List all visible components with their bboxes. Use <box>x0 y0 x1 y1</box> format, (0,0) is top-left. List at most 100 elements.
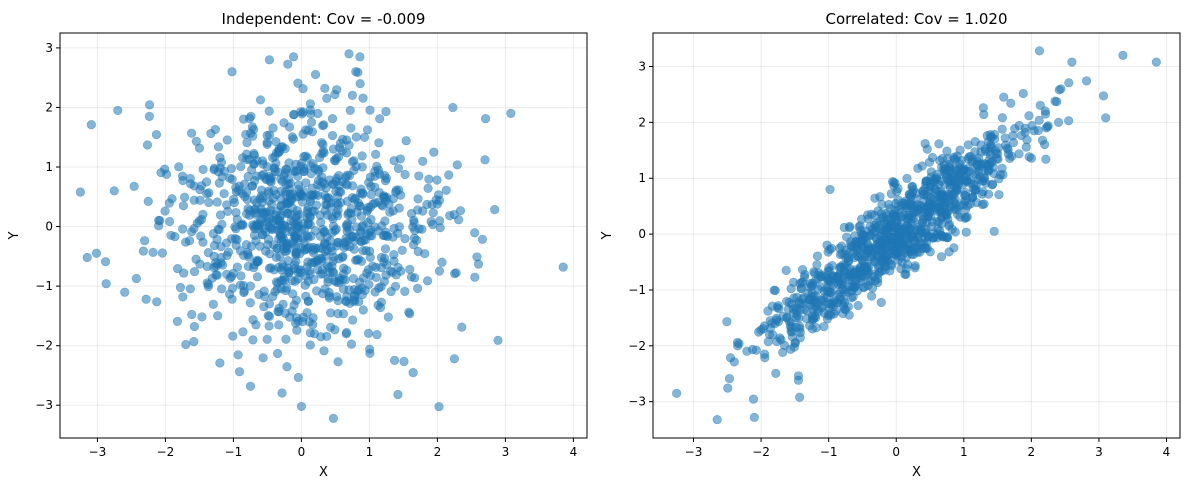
scatter-point <box>194 143 205 153</box>
scatter-point <box>258 353 268 363</box>
scatter-point <box>1034 46 1045 56</box>
scatter-point <box>141 294 151 304</box>
scatter-point <box>305 194 315 204</box>
scatter-point <box>258 159 268 169</box>
axes-frame <box>59 32 588 439</box>
scatter-point <box>164 216 175 227</box>
scatter-point <box>372 329 382 340</box>
scatter-point <box>358 273 368 283</box>
scatter-point <box>175 282 186 293</box>
scatter-point <box>984 166 994 176</box>
scatter-point <box>347 90 357 100</box>
scatter-point <box>283 256 293 266</box>
scatter-point <box>771 368 781 378</box>
scatter-point <box>869 244 879 254</box>
x-tick-label: −1 <box>820 445 838 459</box>
scatter-point <box>233 350 243 360</box>
scatter-point <box>1037 135 1048 145</box>
y-tick-label: −3 <box>628 395 646 409</box>
scatter-point <box>400 286 410 297</box>
scatter-point <box>268 291 278 302</box>
scatter-point <box>237 219 247 229</box>
scatter-point <box>846 292 857 303</box>
scatter-point <box>971 170 981 180</box>
scatter-point <box>331 153 341 164</box>
scatter-point <box>318 146 328 156</box>
scatter-point <box>109 186 119 196</box>
scatter-point <box>142 140 153 150</box>
scatter-point <box>401 136 411 146</box>
scatter-point <box>383 312 393 322</box>
scatter-point <box>280 143 290 154</box>
scatter-point <box>212 270 222 280</box>
scatter-point <box>1056 84 1066 94</box>
scatter-point <box>420 249 430 259</box>
scatter-point <box>1008 131 1018 141</box>
scatter-point <box>859 282 869 292</box>
scatter-point <box>144 100 155 110</box>
scatter-point <box>1005 153 1015 163</box>
scatter-point <box>198 209 208 219</box>
scatter-point <box>232 234 242 245</box>
scatter-point <box>181 339 191 350</box>
scatter-point <box>296 161 306 171</box>
x-axis-label: X <box>912 465 921 480</box>
scatter-point <box>748 394 759 404</box>
scatter-point <box>874 266 885 277</box>
scatter-point <box>75 187 85 197</box>
scatter-point <box>197 312 207 322</box>
scatter-point <box>926 221 937 232</box>
scatter-point <box>328 413 338 423</box>
scatter-point <box>749 412 759 422</box>
scatter-point <box>413 283 423 293</box>
y-tick-label: −1 <box>628 283 646 297</box>
scatter-point <box>876 297 886 308</box>
scatter-point <box>793 375 803 385</box>
scatter-point <box>272 243 282 253</box>
scatter-point <box>313 108 323 119</box>
scatter-point <box>409 233 419 243</box>
scatter-point <box>422 276 433 286</box>
scatter-point <box>448 102 458 113</box>
scatter-point <box>268 153 278 163</box>
scatter-point <box>838 308 848 319</box>
scatter-point <box>325 236 335 246</box>
scatter-point <box>732 337 743 347</box>
scatter-point <box>856 214 867 224</box>
scatter-point <box>209 262 219 273</box>
scatter-point <box>166 230 176 240</box>
scatter-point <box>357 151 367 161</box>
scatter-point <box>322 93 332 103</box>
scatter-point <box>333 296 343 306</box>
scatter-point <box>368 199 378 209</box>
scatter-point <box>292 325 302 335</box>
scatter-point <box>333 357 343 367</box>
scatter-point <box>712 414 722 425</box>
scatter-point <box>328 214 338 224</box>
scatter-point <box>242 149 252 159</box>
scatter-point <box>301 291 311 301</box>
scatter-point <box>181 237 191 247</box>
scatter-point <box>356 211 367 221</box>
y-tick-label: −2 <box>628 339 646 353</box>
scatter-point <box>910 263 920 273</box>
scatter-point <box>723 383 733 393</box>
scatter-point <box>434 402 444 412</box>
scatter-point <box>250 176 260 186</box>
scatter-point <box>999 92 1009 102</box>
scatter-point <box>278 262 288 272</box>
scatter-point <box>1053 117 1064 127</box>
scatter-point <box>399 356 409 367</box>
scatter-point <box>143 196 153 206</box>
scatter-point <box>839 222 849 233</box>
scatter-point <box>223 247 234 257</box>
scatter-point <box>300 280 310 290</box>
scatter-point <box>191 254 201 264</box>
scatter-point <box>213 142 224 152</box>
scatter-point <box>435 216 445 226</box>
x-tick-label: 0 <box>892 445 900 459</box>
scatter-point <box>186 179 196 189</box>
scatter-point <box>451 268 461 278</box>
scatter-point <box>1014 120 1024 131</box>
scatter-point <box>309 274 319 285</box>
